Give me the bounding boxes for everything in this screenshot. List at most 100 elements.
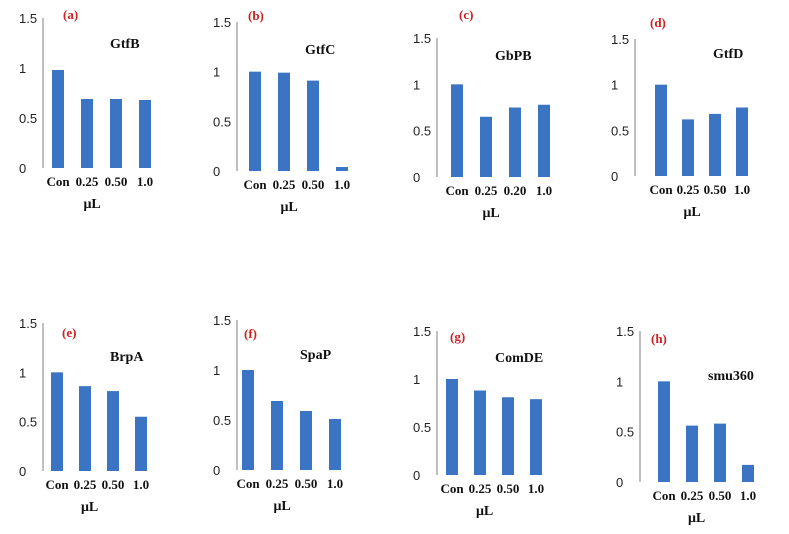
x-tick-label: 1.0 xyxy=(734,182,750,197)
chart-title: smu360 xyxy=(708,369,754,384)
x-tick-label: 0.25 xyxy=(266,476,289,491)
x-axis-label: μL xyxy=(483,206,500,221)
bar xyxy=(278,72,290,171)
x-axis-label: μL xyxy=(684,205,701,220)
x-tick-label: 0.20 xyxy=(504,183,527,198)
x-tick-label: 0.25 xyxy=(681,488,704,503)
bar xyxy=(709,113,721,176)
y-tick-label: 1 xyxy=(413,77,420,92)
chart-title: GtfD xyxy=(713,47,743,62)
chart-panel: 0 0.5 1 1.5 Con 0.25 0.50 1.0 μL (d) GtfD xyxy=(611,15,750,220)
bar xyxy=(686,425,698,482)
y-tick-label: 1 xyxy=(616,374,623,389)
x-tick-label: 1.0 xyxy=(334,177,350,192)
x-tick-label: 0.25 xyxy=(475,183,498,198)
chart-panel: 0 0.5 1 1.5 Con 0.25 0.50 1.0 μL (b) GtfC xyxy=(213,8,350,215)
x-axis-label: μL xyxy=(274,499,291,514)
y-tick-label: 1.5 xyxy=(413,31,431,46)
y-tick-label: 0.5 xyxy=(213,413,231,428)
x-axis-label: μL xyxy=(476,504,493,519)
x-tick-label: 0.50 xyxy=(102,477,125,492)
bar xyxy=(329,419,341,470)
y-tick-label: 0 xyxy=(616,475,623,490)
y-tick-label: 1.5 xyxy=(213,313,231,328)
y-tick-label: 0 xyxy=(611,169,618,184)
bar xyxy=(446,379,458,475)
panel-label: (b) xyxy=(248,8,264,23)
panel-label: (f) xyxy=(244,326,257,341)
chart-panel: 0 0.5 1 1.5 Con 0.25 0.20 1.0 μL (c) GbPB xyxy=(413,7,552,221)
bar xyxy=(530,399,542,475)
x-tick-label: 0.25 xyxy=(74,477,97,492)
bar xyxy=(502,397,514,475)
x-tick-label: 0.25 xyxy=(469,481,492,496)
bar xyxy=(107,391,119,471)
chart-panel: 0 0.5 1 1.5 Con 0.25 0.50 1.0 μL (f) SpaP xyxy=(213,313,343,514)
panel-label: (g) xyxy=(450,329,465,344)
y-tick-label: 1 xyxy=(413,372,420,387)
y-tick-label: 0.5 xyxy=(413,420,431,435)
y-tick-label: 1.5 xyxy=(19,11,37,26)
bar xyxy=(242,370,254,470)
x-axis-label: μL xyxy=(281,200,298,215)
x-tick-label: 1.0 xyxy=(740,488,756,503)
y-tick-label: 0 xyxy=(19,161,26,176)
bar xyxy=(139,100,151,168)
bar xyxy=(300,411,312,470)
bar xyxy=(110,99,122,168)
x-tick-label: Con xyxy=(45,477,69,492)
y-tick-label: 1 xyxy=(213,65,220,80)
bar xyxy=(480,116,492,177)
bar xyxy=(52,70,64,168)
y-tick-label: 1.5 xyxy=(616,324,634,339)
chart-panel: 0 0.5 1 1.5 Con 0.25 0.50 1.0 μL (h) smu360 xyxy=(616,324,756,526)
chart-title: ComDE xyxy=(495,351,543,366)
y-tick-label: 0 xyxy=(19,464,26,479)
chart-title: GtfB xyxy=(110,37,140,52)
bar xyxy=(81,99,93,168)
bar xyxy=(742,464,754,482)
chart-title: GtfC xyxy=(305,43,335,58)
y-tick-label: 1.5 xyxy=(19,316,37,331)
x-tick-label: Con xyxy=(649,182,673,197)
x-tick-label: 1.0 xyxy=(133,477,149,492)
y-tick-label: 0 xyxy=(213,463,220,478)
y-tick-label: 0.5 xyxy=(213,114,231,129)
bar xyxy=(655,84,667,176)
chart-title: SpaP xyxy=(300,348,332,363)
x-tick-label: 0.50 xyxy=(704,182,727,197)
bar xyxy=(336,167,348,171)
y-tick-label: 0.5 xyxy=(611,123,629,138)
bar xyxy=(736,107,748,176)
x-axis-label: μL xyxy=(81,500,98,515)
bar xyxy=(51,372,63,471)
bar xyxy=(658,381,670,482)
y-tick-label: 1 xyxy=(19,61,26,76)
panel-label: (d) xyxy=(650,15,666,30)
x-tick-label: 0.50 xyxy=(105,174,128,189)
x-tick-label: Con xyxy=(243,177,267,192)
y-tick-label: 0 xyxy=(413,170,420,185)
chart-panel: 0 0.5 1 1.5 Con 0.25 0.50 1.0 μL (a) GtfB xyxy=(19,7,153,212)
x-tick-label: 0.50 xyxy=(302,177,325,192)
bar xyxy=(79,386,91,471)
x-tick-label: 1.0 xyxy=(536,183,552,198)
x-tick-label: 0.50 xyxy=(709,488,732,503)
chart-title: BrpA xyxy=(110,350,144,365)
x-tick-label: 1.0 xyxy=(137,174,153,189)
x-tick-label: 0.50 xyxy=(295,476,318,491)
bar xyxy=(307,80,319,171)
y-tick-label: 0.5 xyxy=(616,425,634,440)
chart-panel: 0 0.5 1 1.5 Con 0.25 0.50 1.0 μL (e) BrpA xyxy=(19,316,149,515)
y-tick-label: 0 xyxy=(413,468,420,483)
x-tick-label: 1.0 xyxy=(528,481,544,496)
x-tick-label: Con xyxy=(445,183,469,198)
x-tick-label: Con xyxy=(440,481,464,496)
x-tick-label: Con xyxy=(236,476,260,491)
y-tick-label: 1 xyxy=(213,363,220,378)
panel-label: (c) xyxy=(459,7,473,22)
x-tick-label: 0.25 xyxy=(677,182,700,197)
y-tick-label: 1 xyxy=(611,78,618,93)
bar xyxy=(509,107,521,177)
